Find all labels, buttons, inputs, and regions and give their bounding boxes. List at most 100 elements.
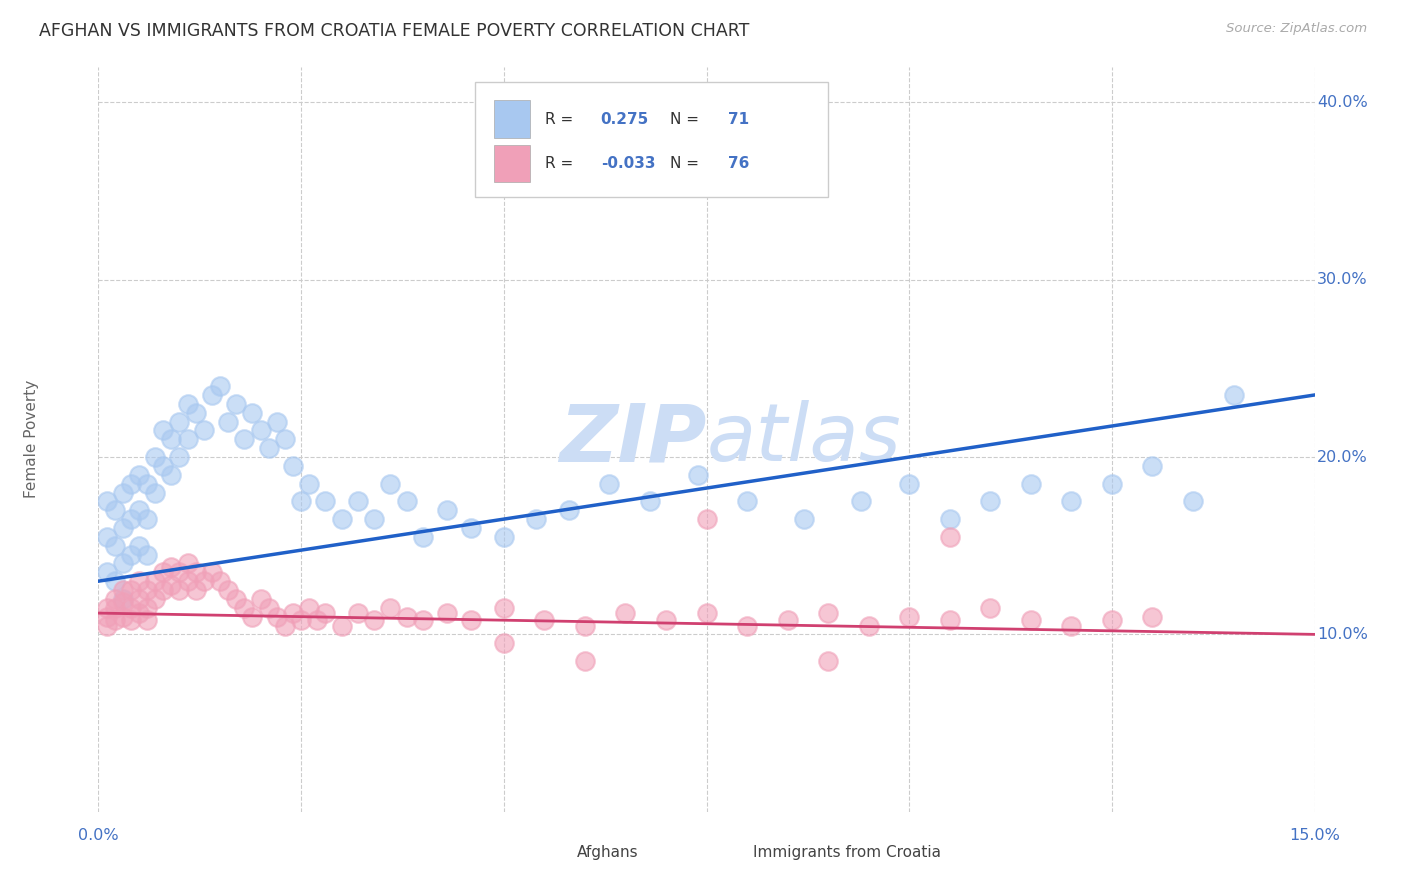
Point (492, 636, 515, 650)
Text: 15.0%: 15.0% (1289, 828, 1340, 843)
Point (169, 582, 191, 597)
Point (533, 613, 555, 627)
Point (380, 600, 402, 615)
Point (688, 467, 710, 482)
Point (120, 476, 142, 491)
Point (314, 606, 336, 620)
Point (96, 530, 118, 544)
Point (128, 574, 150, 589)
Point (939, 512, 962, 526)
Point (574, 654, 596, 668)
Point (849, 494, 872, 508)
Point (1019, 476, 1042, 491)
Point (143, 450, 166, 464)
Point (735, 494, 758, 508)
Point (152, 424, 174, 438)
Point (128, 591, 150, 606)
Point (347, 494, 370, 508)
Point (111, 557, 134, 571)
Point (939, 613, 962, 627)
Point (160, 467, 183, 482)
Point (290, 494, 312, 508)
Point (1060, 618, 1083, 632)
Point (898, 609, 921, 624)
Text: 20.0%: 20.0% (1317, 450, 1368, 465)
Point (412, 530, 434, 544)
Point (776, 613, 799, 627)
Text: 30.0%: 30.0% (1317, 272, 1368, 287)
FancyBboxPatch shape (494, 101, 530, 137)
Text: atlas: atlas (707, 401, 901, 478)
Point (96, 600, 118, 615)
Text: R =: R = (544, 112, 578, 127)
Point (128, 467, 150, 482)
Text: Immigrants from Croatia: Immigrants from Croatia (752, 846, 941, 860)
Point (696, 606, 718, 620)
Point (136, 476, 159, 491)
Point (169, 415, 191, 429)
Point (193, 424, 215, 438)
Point (281, 458, 304, 473)
Point (128, 539, 150, 553)
FancyBboxPatch shape (494, 145, 530, 182)
Point (1019, 613, 1042, 627)
Point (209, 574, 232, 589)
Point (176, 574, 198, 589)
Point (120, 512, 142, 526)
Point (136, 548, 159, 562)
FancyBboxPatch shape (530, 839, 567, 869)
Point (492, 600, 515, 615)
Point (96, 618, 118, 632)
Point (120, 548, 142, 562)
Point (128, 503, 150, 517)
Point (193, 574, 215, 589)
Point (111, 582, 134, 597)
Point (266, 609, 288, 624)
Point (217, 582, 239, 597)
Point (460, 521, 482, 535)
Text: -0.033: -0.033 (600, 156, 655, 171)
Point (184, 582, 207, 597)
Point (169, 450, 191, 464)
Point (395, 609, 418, 624)
Point (979, 494, 1001, 508)
Point (1142, 458, 1164, 473)
Text: N =: N = (671, 112, 704, 127)
Point (104, 503, 127, 517)
Point (298, 476, 321, 491)
Point (614, 606, 637, 620)
Point (898, 476, 921, 491)
Point (143, 591, 166, 606)
Point (274, 618, 297, 632)
Point (120, 582, 142, 597)
Point (249, 591, 271, 606)
Point (307, 613, 329, 627)
Point (939, 530, 962, 544)
Point (436, 503, 458, 517)
Point (143, 485, 166, 500)
Point (395, 494, 418, 508)
Point (160, 433, 183, 447)
Point (128, 606, 150, 620)
Point (655, 613, 678, 627)
Point (104, 600, 127, 615)
Point (557, 503, 579, 517)
Point (412, 613, 434, 627)
Point (184, 566, 207, 580)
Text: 40.0%: 40.0% (1317, 95, 1368, 110)
Point (152, 582, 174, 597)
Point (696, 512, 718, 526)
Point (176, 433, 198, 447)
Text: Source: ZipAtlas.com: Source: ZipAtlas.com (1226, 22, 1367, 36)
Point (298, 600, 321, 615)
FancyBboxPatch shape (475, 82, 828, 197)
Point (436, 606, 458, 620)
Point (257, 600, 280, 615)
Point (176, 557, 198, 571)
Point (330, 618, 353, 632)
Point (274, 433, 297, 447)
Point (290, 613, 312, 627)
Point (460, 613, 482, 627)
Point (380, 476, 402, 491)
Point (184, 406, 207, 420)
